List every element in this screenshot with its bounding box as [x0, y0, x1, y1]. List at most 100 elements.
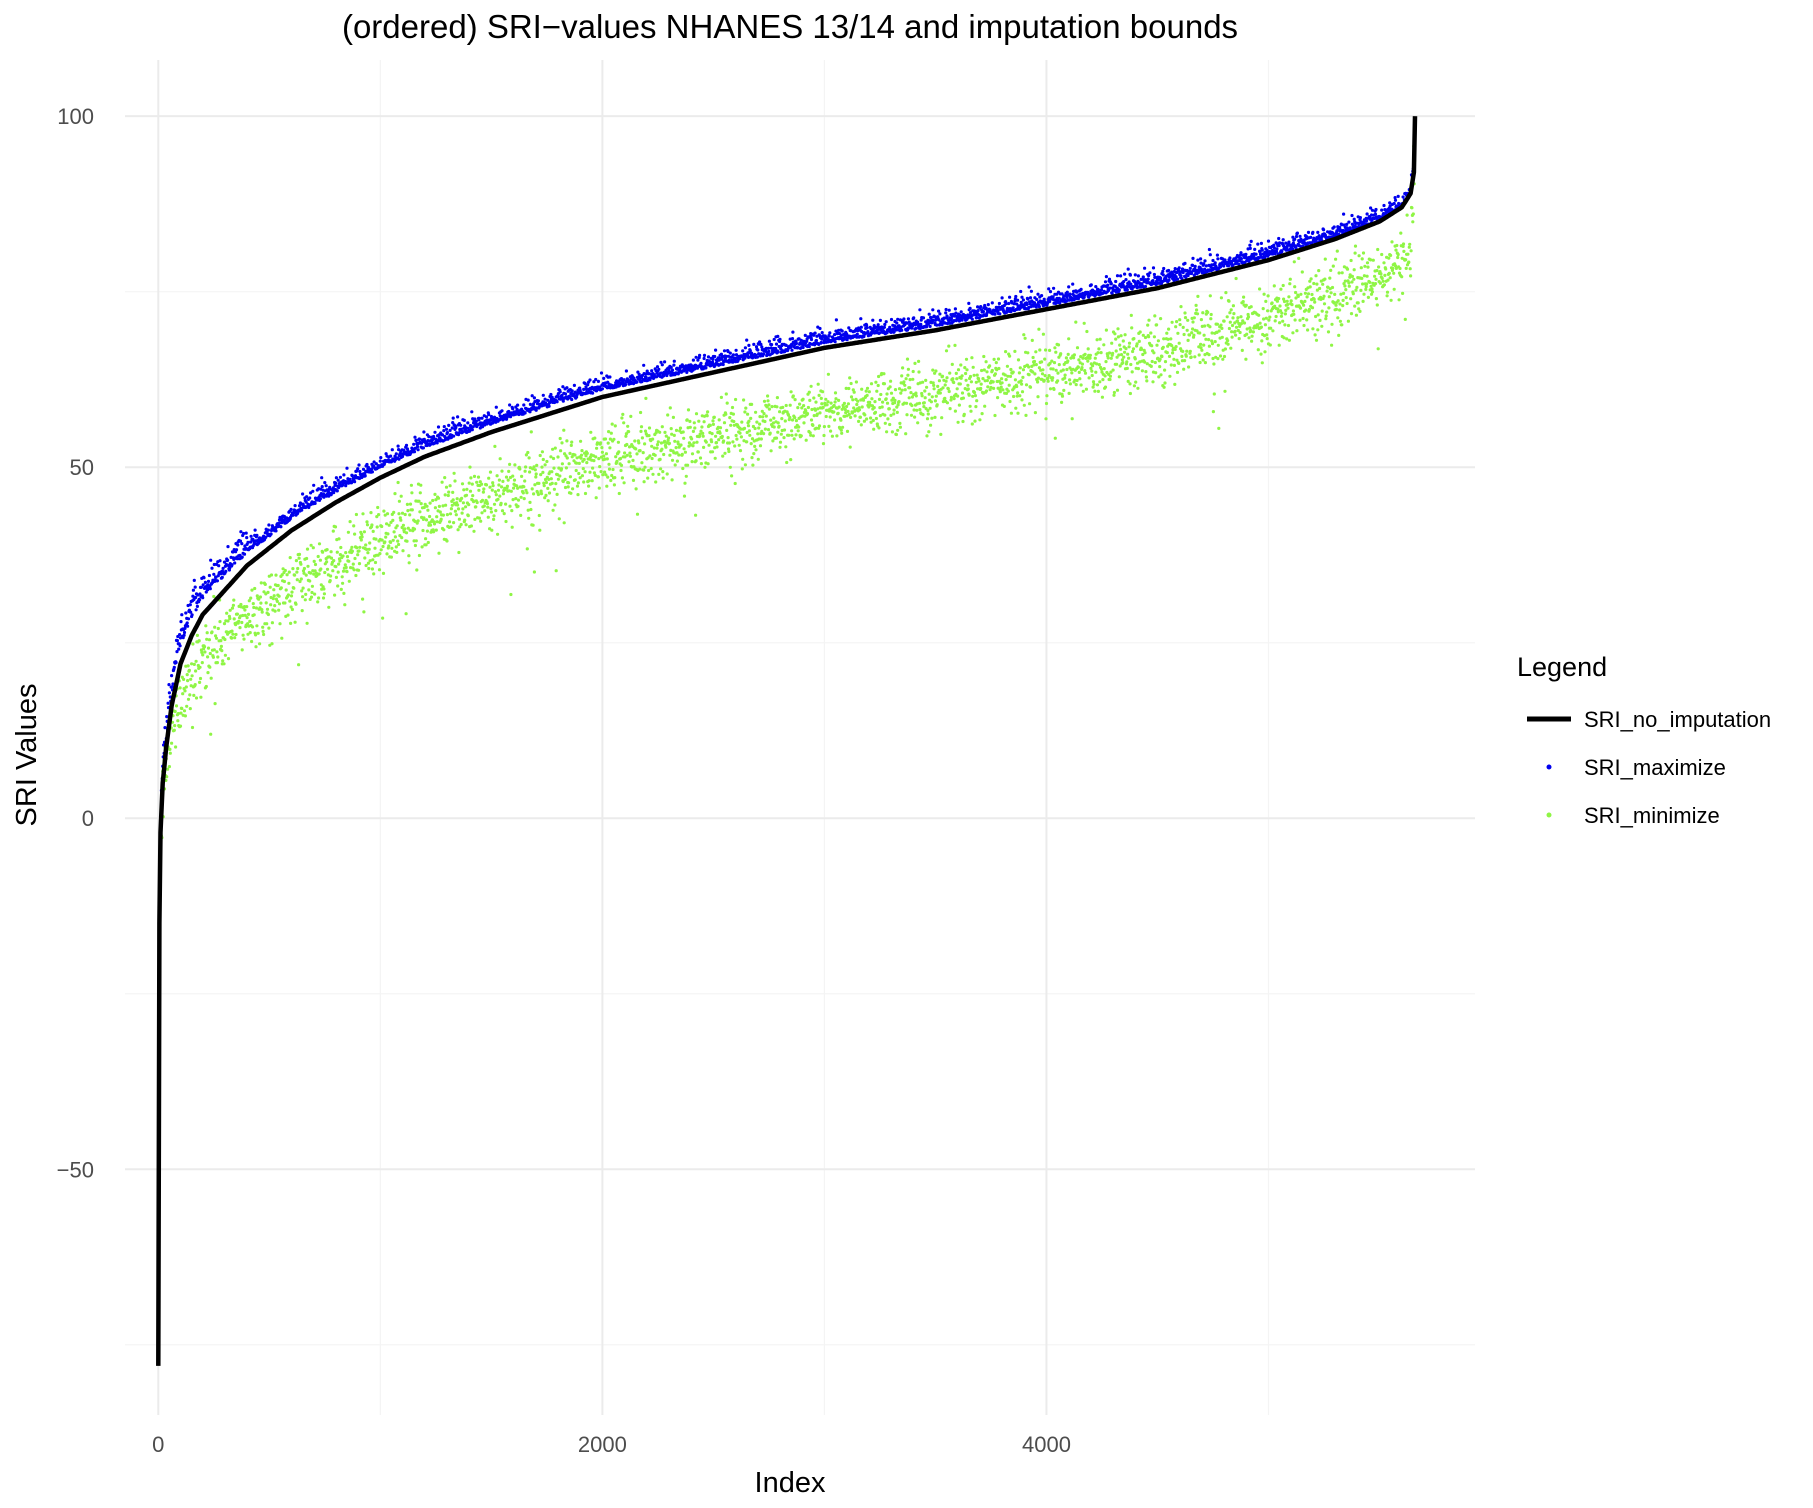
- minimize-point: [524, 453, 529, 457]
- minimize-point: [1381, 279, 1385, 283]
- minimize-point: [783, 419, 787, 423]
- minimize-point: [882, 372, 886, 376]
- minimize-point: [495, 474, 499, 478]
- minimize-point: [381, 571, 386, 576]
- minimize-point: [655, 446, 659, 450]
- minimize-point: [674, 446, 678, 450]
- minimize-point: [962, 412, 966, 416]
- minimize-point: [412, 527, 417, 531]
- minimize-point: [441, 513, 445, 517]
- minimize-point: [1042, 378, 1046, 382]
- minimize-point: [492, 514, 496, 518]
- maximize-point: [193, 585, 197, 589]
- minimize-point: [265, 607, 270, 611]
- maximize-point: [454, 426, 458, 430]
- maximize-point: [635, 380, 639, 384]
- minimize-point: [466, 514, 470, 518]
- minimize-point: [242, 605, 247, 609]
- minimize-point: [304, 573, 308, 577]
- maximize-point: [203, 580, 207, 585]
- maximize-point: [484, 415, 489, 419]
- minimize-point: [1017, 371, 1022, 375]
- minimize-point: [1090, 373, 1094, 378]
- minimize-point: [239, 602, 243, 607]
- minimize-point: [970, 422, 974, 426]
- minimize-point: [266, 612, 270, 617]
- minimize-point: [1278, 321, 1282, 325]
- minimize-point: [1337, 271, 1341, 275]
- minimize-point: [352, 568, 356, 572]
- maximize-point: [702, 356, 706, 361]
- minimize-point: [666, 438, 670, 442]
- maximize-point: [660, 363, 664, 367]
- maximize-point: [336, 478, 340, 482]
- minimize-point: [540, 465, 544, 469]
- minimize-point: [1342, 291, 1346, 295]
- minimize-point: [167, 765, 171, 769]
- minimize-point: [687, 441, 692, 445]
- minimize-point: [534, 472, 538, 476]
- minimize-point: [1334, 303, 1338, 307]
- minimize-point: [470, 482, 474, 486]
- minimize-point: [1342, 282, 1346, 286]
- maximize-point: [324, 484, 328, 488]
- minimize-point: [228, 616, 232, 621]
- minimize-point: [310, 584, 314, 588]
- minimize-point: [419, 502, 423, 506]
- minimize-point: [1393, 264, 1398, 268]
- minimize-point: [723, 451, 727, 455]
- minimize-point: [1375, 269, 1379, 273]
- maximize-point: [427, 435, 431, 439]
- minimize-point: [1119, 334, 1123, 338]
- minimize-point: [1121, 361, 1125, 365]
- minimize-point: [286, 613, 290, 617]
- maximize-point: [871, 318, 875, 322]
- minimize-point: [183, 714, 187, 718]
- minimize-point: [889, 413, 893, 417]
- minimize-point: [1307, 307, 1311, 312]
- minimize-point: [1072, 353, 1076, 357]
- minimize-point: [507, 469, 511, 473]
- minimize-point: [401, 523, 405, 527]
- minimize-point: [1298, 306, 1303, 310]
- minimize-point: [589, 430, 593, 434]
- minimize-point: [365, 547, 369, 552]
- maximize-point: [996, 309, 1000, 313]
- minimize-point: [583, 470, 587, 474]
- minimize-point: [1063, 373, 1067, 377]
- minimize-point: [1293, 318, 1297, 322]
- minimize-point: [722, 421, 727, 425]
- minimize-point: [371, 529, 375, 534]
- minimize-point: [963, 366, 967, 370]
- minimize-point: [374, 537, 378, 541]
- minimize-point: [1198, 331, 1202, 335]
- minimize-point: [591, 466, 595, 470]
- maximize-point: [1037, 305, 1041, 309]
- minimize-point: [253, 586, 257, 591]
- minimize-point: [1008, 354, 1012, 358]
- minimize-point: [778, 445, 782, 449]
- minimize-point: [1268, 315, 1272, 319]
- minimize-point: [1157, 375, 1161, 379]
- minimize-point: [1126, 352, 1130, 356]
- minimize-point: [776, 430, 780, 434]
- minimize-point: [516, 504, 520, 508]
- minimize-point: [946, 387, 950, 391]
- minimize-point: [544, 493, 548, 497]
- minimize-point: [882, 382, 887, 386]
- minimize-point: [491, 481, 495, 485]
- minimize-point: [206, 671, 210, 675]
- minimize-point: [457, 517, 461, 521]
- minimize-point: [1185, 349, 1189, 353]
- minimize-point: [514, 497, 518, 501]
- maximize-point: [767, 339, 772, 343]
- maximize-point: [309, 491, 313, 495]
- minimize-point: [1228, 320, 1232, 324]
- minimize-point: [1209, 317, 1213, 321]
- minimize-point: [542, 481, 546, 485]
- minimize-point: [966, 387, 970, 391]
- minimize-point: [646, 476, 650, 480]
- minimize-point: [996, 396, 1000, 400]
- maximize-point: [171, 682, 175, 686]
- minimize-point: [1361, 299, 1365, 303]
